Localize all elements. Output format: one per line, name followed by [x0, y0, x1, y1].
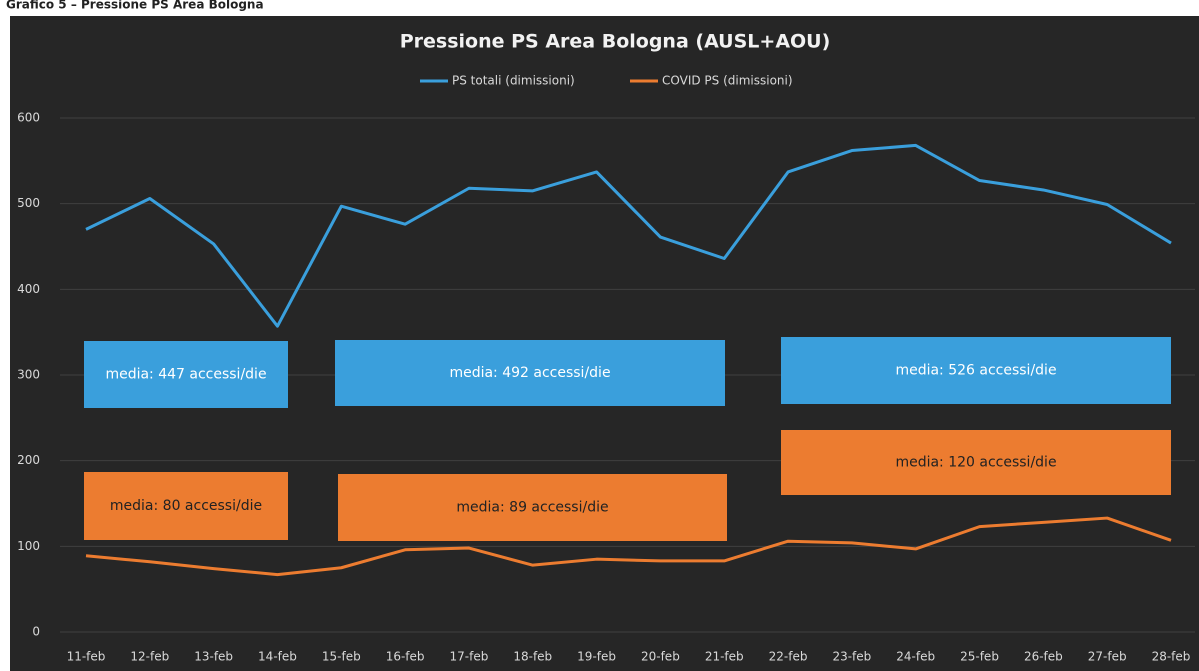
- y-tick-label: 100: [17, 539, 40, 553]
- y-tick-label: 400: [17, 282, 40, 296]
- x-tick-label: 27-feb: [1088, 650, 1127, 664]
- x-tick-label: 14-feb: [258, 650, 297, 664]
- x-tick-label: 22-feb: [769, 650, 808, 664]
- annotation-box: [84, 472, 288, 540]
- x-tick-label: 15-feb: [322, 650, 361, 664]
- annotation-box: [781, 430, 1171, 495]
- x-tick-label: 12-feb: [130, 650, 169, 664]
- annotation-text: media: 120 accessi/die: [895, 455, 1056, 471]
- x-tick-label: 11-feb: [67, 650, 106, 664]
- annotation-text: media: 492 accessi/die: [449, 365, 610, 381]
- series-line: [85, 516, 1172, 577]
- x-tick-label: 21-feb: [705, 650, 744, 664]
- legend-label: PS totali (dimissioni): [452, 74, 575, 88]
- legend-label: COVID PS (dimissioni): [662, 74, 793, 88]
- chart-title: Pressione PS Area Bologna (AUSL+AOU): [400, 31, 831, 53]
- x-tick-label: 24-feb: [896, 650, 935, 664]
- annotation-box: [338, 474, 727, 541]
- x-tick-label: 13-feb: [194, 650, 233, 664]
- annotation-box: [781, 337, 1171, 404]
- annotation-text: media: 80 accessi/die: [110, 498, 262, 514]
- x-tick-label: 23-feb: [832, 650, 871, 664]
- y-tick-label: 0: [32, 625, 40, 639]
- series-line: [85, 143, 1172, 328]
- header: Grafico 5 – Pressione PS Area Bologna: [6, 0, 264, 12]
- y-tick-label: 500: [17, 196, 40, 210]
- x-tick-label: 28-feb: [1152, 650, 1191, 664]
- annotation-text: media: 447 accessi/die: [105, 367, 266, 383]
- annotation-box: [84, 341, 288, 408]
- y-tick-label: 600: [17, 111, 40, 125]
- annotation-box: [335, 340, 725, 406]
- x-tick-label: 19-feb: [577, 650, 616, 664]
- x-tick-label: 20-feb: [641, 650, 680, 664]
- y-tick-label: 300: [17, 368, 40, 382]
- x-tick-label: 18-feb: [513, 650, 552, 664]
- annotation-text: media: 89 accessi/die: [456, 500, 608, 516]
- x-tick-label: 26-feb: [1024, 650, 1063, 664]
- x-tick-label: 25-feb: [960, 650, 999, 664]
- y-tick-label: 200: [17, 453, 40, 467]
- x-tick-label: 17-feb: [450, 650, 489, 664]
- x-tick-label: 16-feb: [386, 650, 425, 664]
- annotation-text: media: 526 accessi/die: [895, 363, 1056, 379]
